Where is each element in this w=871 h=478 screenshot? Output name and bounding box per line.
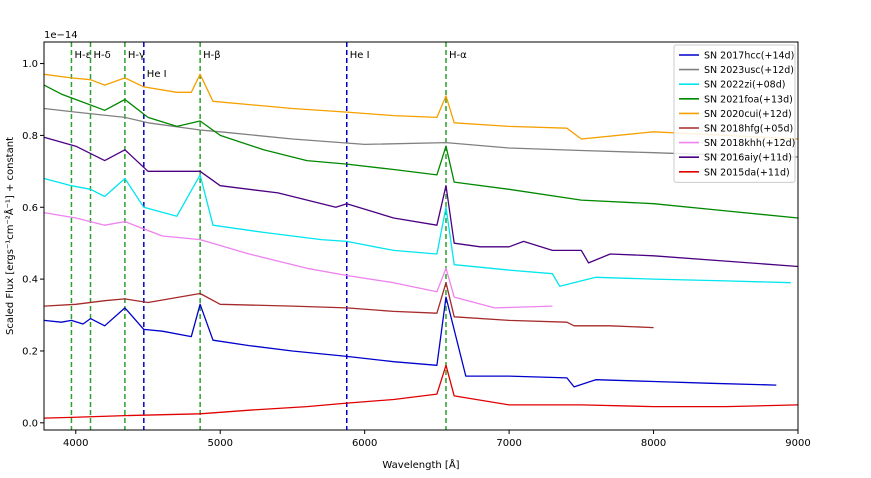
y-tick-label: 0.4: [22, 275, 38, 286]
x-tick-label: 7000: [496, 438, 521, 449]
legend-entry: SN 2016aiy(+11d): [704, 153, 792, 164]
reference-line-label: H-γ: [128, 50, 145, 61]
x-tick-label: 4000: [63, 438, 88, 449]
legend-entry: SN 2015da(+11d): [704, 167, 790, 178]
reference-line-label: H-δ: [94, 50, 111, 61]
series-line: [43, 211, 553, 309]
reference-line-label: H-β: [203, 50, 221, 61]
legend-entry: SN 2017hcc(+14d): [704, 51, 794, 62]
plot-frame: [43, 41, 799, 431]
x-tick-label: 8000: [641, 438, 666, 449]
reference-line-label: He I: [147, 69, 167, 80]
series-line: [43, 84, 799, 219]
series-layer: [43, 73, 799, 419]
y-tick-label: 0.0: [22, 418, 38, 429]
y-tick-label: 1.0: [22, 59, 38, 70]
legend-entry: SN 2023usc(+12d): [704, 65, 794, 76]
x-tick-label: 6000: [352, 438, 377, 449]
frame-layer: [43, 41, 799, 431]
series-line: [43, 282, 654, 329]
series-line: [43, 364, 799, 419]
x-tick-label: 5000: [207, 438, 232, 449]
legend-entry: SN 2018khh(+12d): [704, 138, 795, 149]
series-line: [43, 174, 791, 287]
x-tick-label: 9000: [785, 438, 810, 449]
y-tick-label: 0.8: [22, 131, 38, 142]
y-tick-label: 0.6: [22, 203, 38, 214]
legend-entry: SN 2021foa(+13d): [704, 94, 793, 105]
series-line: [43, 73, 799, 140]
series-line: [43, 107, 799, 158]
reference-line-label: H-ε: [74, 50, 91, 61]
reference-line-label: He I: [350, 50, 370, 61]
y-offset-text: 1e−14: [44, 30, 78, 41]
lines-layer: [70, 42, 447, 430]
legend-entry: SN 2020cui(+12d): [704, 109, 792, 120]
legend: SN 2017hcc(+14d) SN 2023usc(+12d) SN 2022z…: [673, 44, 796, 183]
legend-entry: SN 2022zi(+08d): [704, 80, 785, 91]
ticks-layer: 4000 5000 6000 7000 8000 9000 0.0 0.2 0.4 0.6 0.8 1…: [22, 59, 811, 449]
legend-entry: SN 2018hfg(+05d): [704, 124, 793, 135]
y-axis-title: Scaled Flux [ergs⁻¹cm⁻²Å⁻¹] + constant: [3, 137, 16, 335]
y-tick-label: 0.2: [22, 346, 38, 357]
legend-box: [673, 44, 796, 183]
series-line: [43, 296, 777, 388]
series-line: [43, 136, 799, 268]
x-axis-title: Wavelength [Å]: [382, 458, 459, 471]
reference-line-label: H-α: [449, 50, 467, 61]
